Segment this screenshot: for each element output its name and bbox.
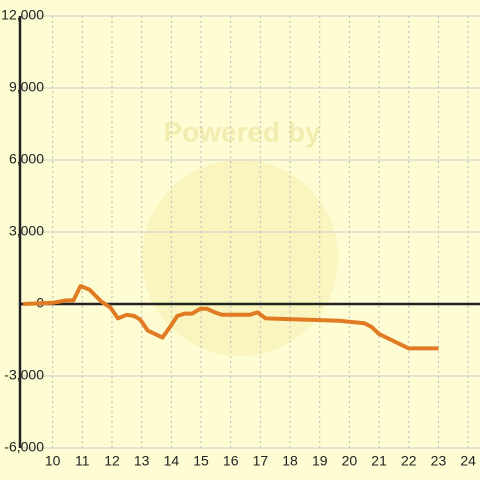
x-tick-label: 11 bbox=[75, 453, 90, 469]
watermark-logo bbox=[142, 160, 338, 356]
x-tick-label: 17 bbox=[253, 453, 269, 469]
line bbox=[22, 284, 439, 351]
y-tick-label: -3,000 bbox=[4, 367, 44, 383]
x-tick-label: 13 bbox=[134, 453, 150, 469]
y-tick-label: 6,000 bbox=[9, 151, 44, 167]
y-tick-label: -6,000 bbox=[4, 439, 44, 455]
y-tick-label: 12,000 bbox=[1, 7, 44, 23]
x-tick-label: 12 bbox=[104, 453, 120, 469]
x-tick-label: 16 bbox=[223, 453, 239, 469]
x-tick-label: 20 bbox=[342, 453, 358, 469]
x-tick-label: 21 bbox=[371, 453, 387, 469]
x-tick-label: 19 bbox=[312, 453, 328, 469]
x-tick-label: 18 bbox=[282, 453, 298, 469]
y-tick-label: 3,000 bbox=[9, 223, 44, 239]
y-tick-label: 9,000 bbox=[9, 79, 44, 95]
x-tick-label: 22 bbox=[401, 453, 417, 469]
x-tick-label: 23 bbox=[431, 453, 447, 469]
x-tick-label: 24 bbox=[460, 453, 476, 469]
x-tick-label: 10 bbox=[45, 453, 61, 469]
x-tick-label: 15 bbox=[193, 453, 209, 469]
watermark: Powered by bbox=[163, 116, 321, 147]
x-tick-label: 14 bbox=[164, 453, 180, 469]
